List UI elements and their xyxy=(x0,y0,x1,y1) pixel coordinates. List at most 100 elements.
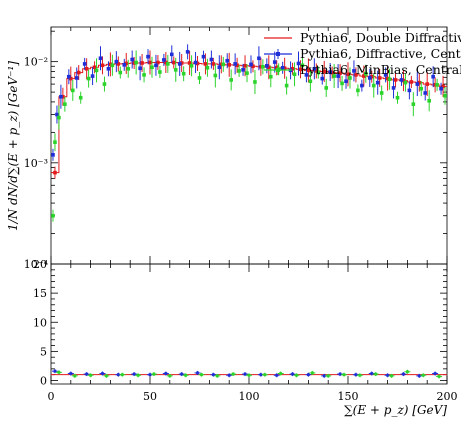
legend: Pythia6, Double Diffractive, CentralPyth… xyxy=(264,30,461,77)
data-point xyxy=(328,70,332,74)
data-point xyxy=(336,74,340,78)
data-point xyxy=(181,71,186,76)
data-point xyxy=(441,84,445,89)
data-point xyxy=(142,73,146,77)
data-point xyxy=(306,68,311,73)
data-point xyxy=(225,58,230,63)
ratio-point xyxy=(180,372,184,376)
data-point xyxy=(354,73,358,77)
data-point xyxy=(140,61,144,65)
ratio-y-tick-label: 0 xyxy=(40,375,47,388)
data-point xyxy=(282,66,287,71)
ratio-point xyxy=(101,372,104,375)
data-point xyxy=(267,65,271,70)
data-point xyxy=(409,80,414,84)
data-point xyxy=(114,59,119,64)
data-point xyxy=(348,76,352,80)
data-point xyxy=(280,65,285,70)
ratio-point xyxy=(132,372,136,376)
ratio-point xyxy=(279,372,283,375)
legend-label: Pythia6, MinBias, Central xyxy=(300,62,461,77)
data-point xyxy=(70,88,75,93)
legend-swatch-marker xyxy=(276,68,280,72)
ratio-point xyxy=(326,374,330,378)
data-point xyxy=(55,112,59,117)
data-point xyxy=(106,66,111,71)
data-point xyxy=(316,70,321,75)
ratio-point xyxy=(211,373,215,377)
data-point xyxy=(268,74,273,79)
data-point xyxy=(189,63,194,68)
data-point xyxy=(401,78,406,83)
data-point xyxy=(259,64,263,69)
data-point xyxy=(298,67,303,72)
ratio-point xyxy=(275,373,279,377)
data-point xyxy=(92,65,97,70)
data-point xyxy=(84,66,89,71)
ratio-point xyxy=(200,373,203,377)
data-point xyxy=(51,213,55,218)
data-point xyxy=(102,82,107,86)
data-point xyxy=(300,63,305,68)
data-point xyxy=(138,66,142,71)
ratio-point xyxy=(85,372,89,376)
main-y-tick-label: 10⁻² xyxy=(24,56,48,69)
data-point xyxy=(439,86,443,91)
data-point xyxy=(233,62,237,66)
data-point xyxy=(395,95,400,100)
data-point xyxy=(324,86,329,90)
data-point xyxy=(82,62,87,66)
data-point xyxy=(346,72,350,77)
ratio-point xyxy=(152,372,156,376)
data-point xyxy=(203,62,208,66)
data-point xyxy=(74,76,79,80)
data-point xyxy=(205,65,210,70)
ratio-point xyxy=(358,373,362,377)
data-point xyxy=(53,170,57,175)
data-point xyxy=(235,63,239,68)
data-point xyxy=(61,94,65,99)
ratio-point xyxy=(374,372,378,376)
x-axis-title: ∑(E + p_z) [GeV] xyxy=(344,403,447,417)
data-point xyxy=(197,76,202,80)
x-tick-label: 200 xyxy=(437,390,458,403)
ratio-point xyxy=(259,373,263,377)
data-point xyxy=(265,63,269,68)
data-point xyxy=(76,70,81,75)
data-point xyxy=(417,80,422,85)
main-series xyxy=(51,44,447,222)
data-point xyxy=(59,94,63,99)
ratio-point xyxy=(338,372,342,376)
data-point xyxy=(322,69,327,74)
main-y-ticks: 10⁻² 10⁻³ 10⁻⁴ xyxy=(24,27,448,271)
data-point xyxy=(419,86,424,91)
data-point xyxy=(164,60,168,65)
data-point xyxy=(148,60,152,65)
data-point xyxy=(367,76,372,80)
ratio-point xyxy=(89,373,92,377)
data-point xyxy=(411,102,416,106)
data-point xyxy=(154,63,158,68)
data-point xyxy=(330,70,334,75)
ratio-point xyxy=(307,373,310,377)
ratio-point xyxy=(342,373,346,377)
data-point xyxy=(377,76,382,80)
data-point xyxy=(110,63,115,68)
ratio-y-tick-label: 20 xyxy=(33,258,47,271)
data-point xyxy=(425,82,429,86)
data-point xyxy=(360,83,364,88)
data-point xyxy=(362,74,366,78)
data-point xyxy=(284,83,289,88)
data-point xyxy=(332,74,336,78)
ratio-point xyxy=(196,371,199,375)
data-point xyxy=(423,91,428,95)
data-point xyxy=(243,63,247,68)
data-point xyxy=(320,76,325,81)
data-point xyxy=(253,80,257,84)
data-point xyxy=(100,63,105,68)
main-y-tick-label: 10⁻³ xyxy=(24,157,48,170)
data-point xyxy=(304,73,309,77)
data-point xyxy=(312,66,317,71)
ratio-point xyxy=(437,375,441,378)
